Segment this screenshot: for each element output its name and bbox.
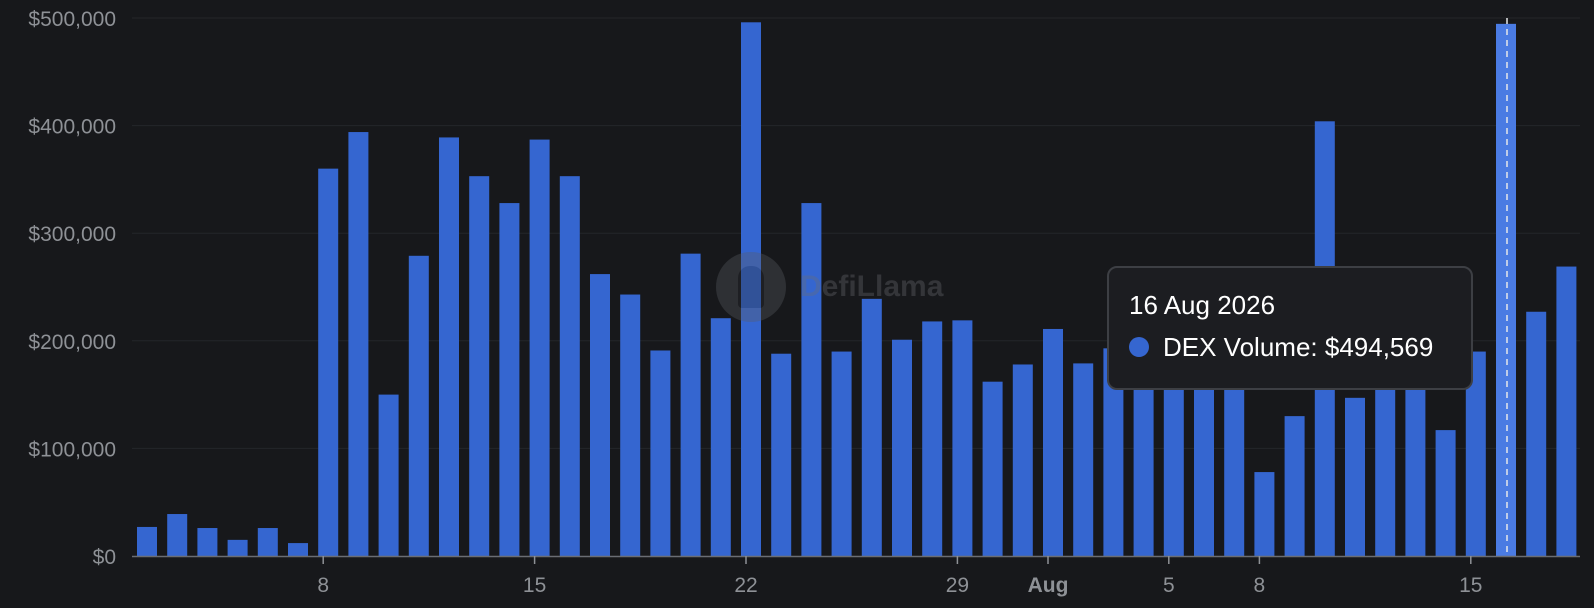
bar[interactable] (831, 351, 852, 556)
bar[interactable] (952, 320, 973, 556)
tooltip-series-label: DEX Volume: $494,569 (1163, 332, 1434, 362)
bar[interactable] (1375, 383, 1396, 556)
x-tick-label: 5 (1163, 574, 1175, 597)
bar[interactable] (801, 203, 822, 556)
bar[interactable] (1163, 373, 1184, 556)
bar[interactable] (318, 168, 339, 556)
bar[interactable] (408, 255, 429, 556)
bar[interactable] (439, 137, 459, 556)
y-tick-label: $300,000 (28, 223, 116, 246)
bar[interactable] (892, 339, 912, 556)
bar[interactable] (469, 176, 490, 556)
bar[interactable] (590, 274, 610, 556)
bar[interactable] (1345, 397, 1365, 556)
bar[interactable] (137, 526, 157, 556)
bar[interactable] (650, 350, 671, 556)
bar[interactable] (559, 176, 580, 556)
x-tick-label: 15 (1459, 574, 1482, 597)
bar[interactable] (288, 543, 308, 556)
bars (137, 22, 1577, 557)
bar[interactable] (710, 318, 731, 556)
bar[interactable] (620, 294, 641, 556)
bar[interactable] (197, 528, 218, 556)
bar[interactable] (378, 394, 399, 556)
bar[interactable] (982, 381, 1003, 556)
bar[interactable] (167, 514, 188, 556)
y-axis: $0 $100,000 $200,000 $300,000 $400,000 $500,0… (28, 8, 116, 569)
bar[interactable] (1254, 472, 1275, 556)
bar[interactable] (1405, 383, 1426, 556)
y-tick-label: $400,000 (28, 116, 116, 139)
x-tick-label: 8 (317, 574, 329, 597)
bar[interactable] (922, 321, 943, 556)
bar[interactable] (1194, 370, 1214, 556)
bar[interactable] (1073, 363, 1094, 556)
bar[interactable] (1012, 364, 1033, 556)
bar[interactable] (1526, 311, 1547, 556)
y-tick-label: $0 (93, 546, 116, 569)
bar[interactable] (861, 298, 882, 556)
bar[interactable] (348, 132, 369, 556)
bar[interactable] (499, 203, 520, 556)
tooltip-date: 16 Aug 2026 (1129, 290, 1276, 320)
bar[interactable] (680, 253, 701, 557)
chart-tooltip: 16 Aug 2026 DEX Volume: $494,569 (1107, 266, 1473, 390)
bar[interactable] (1224, 365, 1245, 556)
bar[interactable] (227, 539, 248, 556)
bar[interactable] (741, 22, 761, 556)
bar[interactable] (1043, 328, 1063, 556)
y-tick-label: $500,000 (28, 8, 116, 31)
x-tick-label: 8 (1254, 574, 1266, 597)
bar[interactable] (771, 353, 792, 556)
x-tick-label: Aug (1028, 574, 1069, 597)
bar[interactable] (1435, 430, 1456, 556)
bar[interactable] (1465, 351, 1486, 556)
y-tick-label: $100,000 (28, 438, 116, 461)
series-dot-icon (1129, 337, 1149, 357)
bar[interactable] (1103, 348, 1124, 556)
bar[interactable] (1496, 23, 1516, 557)
x-tick-label: 22 (734, 574, 757, 597)
x-tick-label: 29 (946, 574, 969, 597)
bar[interactable] (1284, 416, 1305, 556)
tooltip-series-row: DEX Volume: $494,569 (1129, 330, 1451, 364)
bar[interactable] (257, 528, 278, 556)
x-axis: 8 15 22 29 Aug 5 8 15 (132, 555, 1580, 597)
bar[interactable] (1133, 370, 1154, 556)
bar[interactable] (1556, 266, 1577, 556)
y-tick-label: $200,000 (28, 331, 116, 354)
x-tick-label: 15 (523, 574, 546, 597)
bar[interactable] (529, 139, 550, 556)
